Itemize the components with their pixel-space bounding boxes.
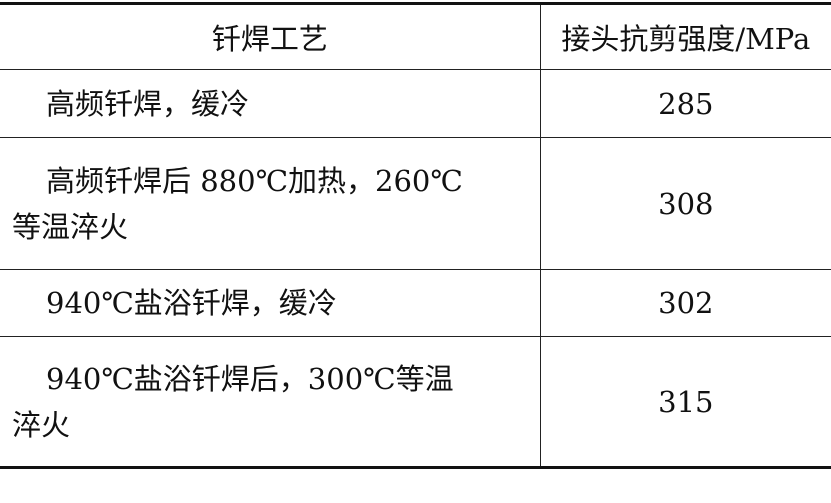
strength-cell: 315: [539, 336, 831, 468]
strength-cell: 302: [539, 269, 831, 337]
header-process: 钎焊工艺: [211, 22, 328, 56]
table-row: 高频钎焊后 880℃加热，260℃ 等温淬火 308: [0, 137, 831, 270]
table-row: 940℃盐浴钎焊后，300℃等温淬火 315: [0, 336, 831, 468]
process-text: 940℃盐浴钎焊，缓冷: [46, 286, 337, 320]
brazing-strength-table: 钎焊工艺 接头抗剪强度/MPa 高频钎焊，缓冷 285 高频钎焊后 880℃加热…: [0, 2, 831, 469]
header-row: 钎焊工艺 接头抗剪强度/MPa: [0, 3, 831, 70]
process-text: 高频钎焊后 880℃加热，260℃: [46, 163, 463, 198]
strength-cell: 285: [539, 69, 831, 138]
process-text: 940℃盐浴钎焊后，300℃等温: [46, 361, 454, 396]
table-row: 高频钎焊，缓冷 285: [0, 69, 831, 138]
process-cell: 高频钎焊后 880℃加热，260℃ 等温淬火: [0, 138, 540, 270]
process-cell: 940℃盐浴钎焊，缓冷: [0, 270, 540, 337]
process-cell: 高频钎焊，缓冷: [0, 70, 540, 138]
table-row: 940℃盐浴钎焊，缓冷 302: [0, 269, 831, 337]
strength-cell: 308: [539, 137, 831, 270]
header-strength: 接头抗剪强度/MPa: [539, 3, 831, 70]
process-cell: 940℃盐浴钎焊后，300℃等温淬火: [0, 337, 540, 468]
process-text-continued: 等温淬火: [12, 209, 129, 244]
process-text-continued: 淬火: [12, 407, 71, 442]
process-text: 高频钎焊，缓冷: [46, 86, 250, 121]
